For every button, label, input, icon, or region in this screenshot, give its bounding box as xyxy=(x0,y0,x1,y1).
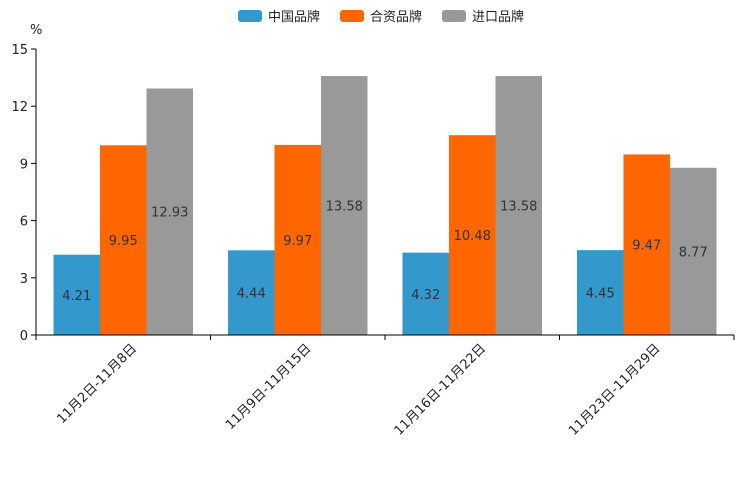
bar xyxy=(53,254,100,335)
bar-value-label: 9.47 xyxy=(632,239,661,254)
y-tick-label: 9 xyxy=(20,157,28,172)
legend-item: 进口品牌 xyxy=(442,9,524,25)
y-tick-label: 3 xyxy=(20,272,28,287)
x-category-label: 11月2日-11月8日 xyxy=(54,341,140,427)
bar xyxy=(274,144,321,335)
legend-swatch xyxy=(238,10,262,22)
y-tick-label: 15 xyxy=(11,43,28,58)
bar-value-label: 4.44 xyxy=(237,287,266,302)
bar-value-label: 4.21 xyxy=(62,289,91,304)
bar-value-label: 12.93 xyxy=(151,206,188,221)
y-axis-unit-label: % xyxy=(30,23,42,38)
legend-item: 合资品牌 xyxy=(340,9,422,25)
legend-swatch xyxy=(340,10,364,22)
bar xyxy=(321,76,368,335)
bar xyxy=(449,135,496,335)
legend-label: 合资品牌 xyxy=(370,9,422,25)
bar-value-label: 8.77 xyxy=(679,245,708,260)
bar-value-label: 10.48 xyxy=(454,229,491,244)
bar xyxy=(146,88,193,335)
x-axis: 11月2日-11月8日 11月9日-11月15日 11月16日-11月22日 11月2… xyxy=(35,334,735,439)
y-axis: 0 3 6 9 12 15 xyxy=(11,43,37,344)
bar xyxy=(670,167,717,335)
bar-value-label: 4.45 xyxy=(586,287,615,302)
legend-label: 进口品牌 xyxy=(472,9,524,25)
bar-value-label: 4.32 xyxy=(411,288,440,303)
bar xyxy=(623,154,670,335)
legend-item: 中国品牌 xyxy=(238,9,320,25)
bar-value-label: 13.58 xyxy=(326,200,363,215)
bar-value-label: 9.95 xyxy=(109,234,138,249)
bar-value-label: 9.97 xyxy=(283,234,312,249)
bar xyxy=(228,250,275,335)
bar xyxy=(100,145,147,335)
y-tick-label: 6 xyxy=(20,215,28,230)
y-tick-label: 12 xyxy=(11,100,28,115)
x-category-label: 11月16日-11月22日 xyxy=(392,341,489,438)
bar xyxy=(495,76,542,335)
bar-series-group: 4.21 9.95 12.93 4.44 9.97 13.58 4.32 10.48 13.58… xyxy=(53,76,717,335)
chart-legend: 中国品牌 合资品牌 进口品牌 xyxy=(238,9,524,25)
bar xyxy=(577,250,624,335)
legend-label: 中国品牌 xyxy=(268,9,320,25)
bar xyxy=(402,252,449,335)
y-tick-label: 0 xyxy=(20,329,28,344)
x-category-label: 11月23日-11月29日 xyxy=(566,341,663,438)
x-category-label: 11月9日-11月15日 xyxy=(223,341,315,433)
legend-swatch xyxy=(442,10,466,22)
bar-value-label: 13.58 xyxy=(500,200,537,215)
